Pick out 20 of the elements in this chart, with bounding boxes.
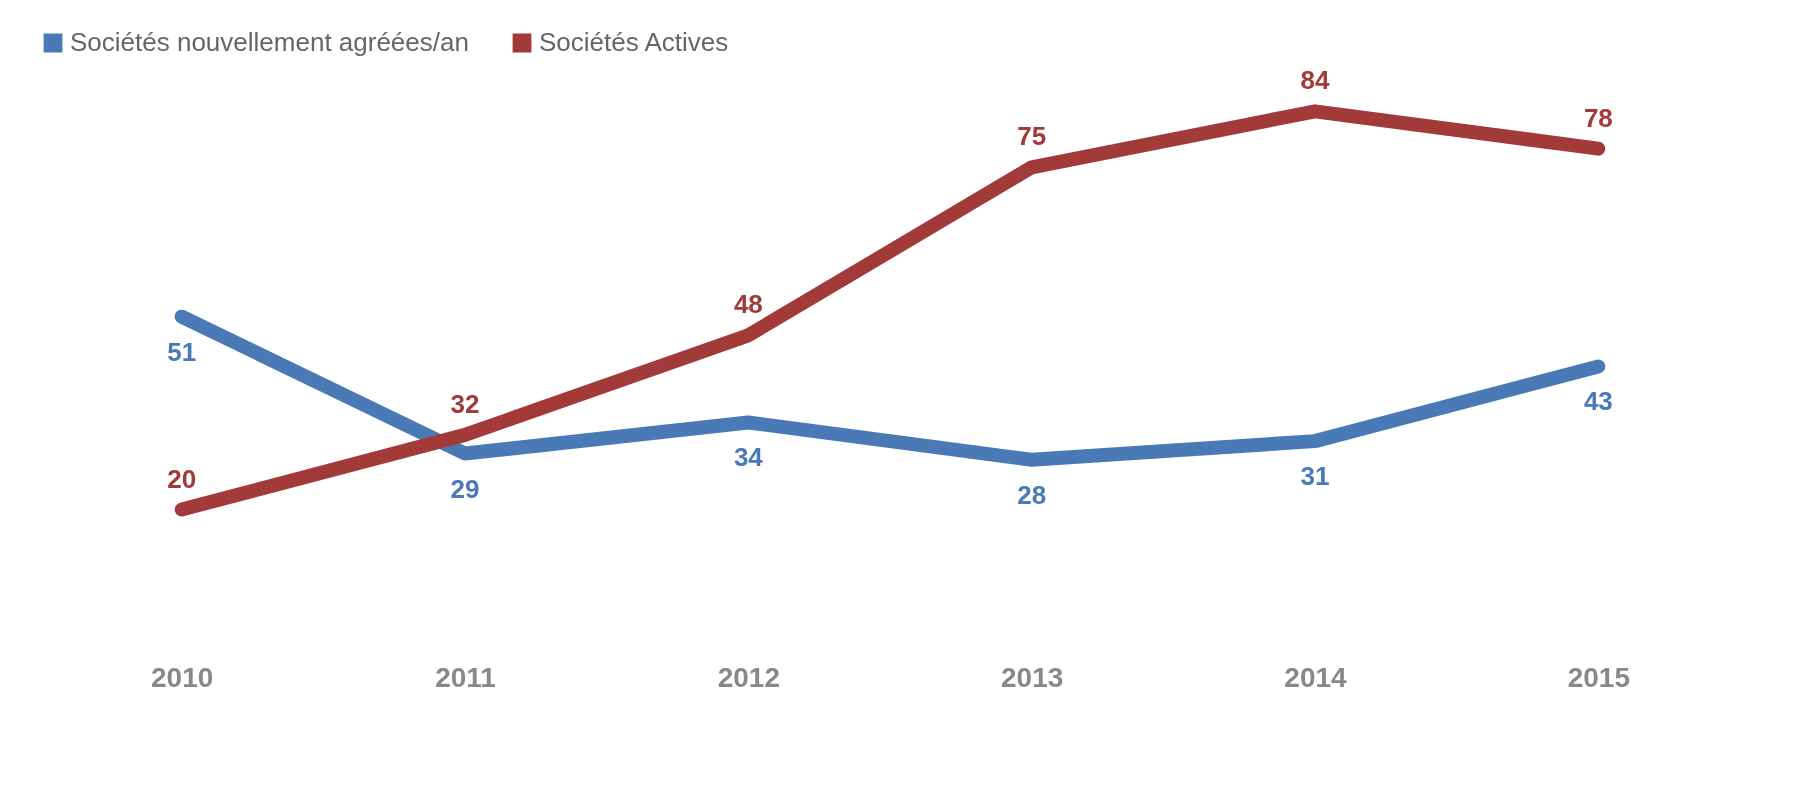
data-label: 28 <box>1017 479 1047 510</box>
data-label: 51 <box>167 336 197 367</box>
x-tick-label: 2011 <box>435 661 496 693</box>
data-label: 78 <box>1583 102 1613 133</box>
data-label: 43 <box>1583 386 1613 417</box>
x-tick-label: 2013 <box>1001 661 1064 693</box>
data-label: 29 <box>450 473 480 504</box>
data-label: 48 <box>733 289 763 320</box>
data-label: 31 <box>1300 461 1330 492</box>
data-label: 32 <box>450 388 480 419</box>
x-tick-label: 2012 <box>717 661 780 693</box>
x-tick-label: 2015 <box>1567 661 1630 693</box>
data-label: 20 <box>167 463 197 494</box>
legend-label: Sociétés Actives <box>539 27 729 57</box>
x-tick-label: 2014 <box>1284 661 1348 693</box>
data-label: 34 <box>733 442 764 473</box>
data-label: 75 <box>1017 121 1047 152</box>
data-label: 84 <box>1300 65 1330 96</box>
legend-label: Sociétés nouvellement agréées/an <box>70 27 469 57</box>
x-tick-label: 2010 <box>151 661 214 693</box>
